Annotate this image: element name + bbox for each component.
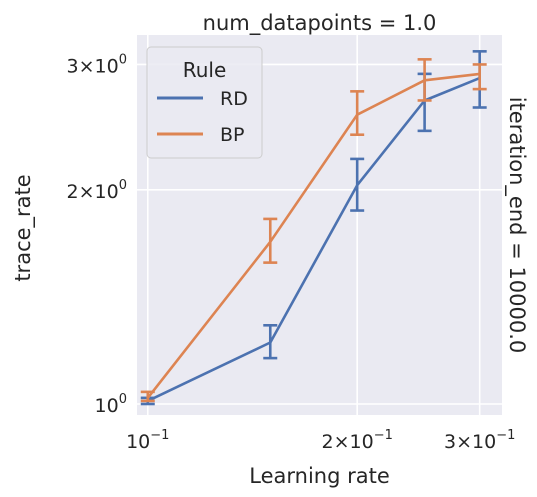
legend-title: Rule — [183, 58, 227, 82]
error-bar-bp — [472, 63, 487, 91]
error-bar-bp — [350, 90, 365, 137]
y-axis-label: trace_rate — [11, 174, 36, 281]
error-bar-bp — [140, 390, 155, 403]
error-bar-bp — [417, 58, 432, 102]
x-tick-labels: 10−1 2×10−1 3×10−1 — [126, 428, 515, 453]
legend: Rule RD BP — [146, 46, 263, 159]
y-tick-label: 3×100 — [67, 52, 127, 77]
legend-label-bp: BP — [220, 124, 245, 146]
error-bar-rd — [263, 323, 278, 360]
chart-title: num_datapoints = 1.0 — [203, 11, 437, 36]
y-tick-labels: 100 2×100 3×100 — [67, 52, 127, 417]
x-tick-label: 2×10−1 — [322, 428, 393, 453]
error-bar-rd — [350, 157, 365, 212]
legend-label-rd: RD — [220, 88, 248, 110]
x-tick-label: 3×10−1 — [444, 428, 515, 453]
error-bar-bp — [263, 217, 278, 264]
facet-label: iteration_end = 10000.0 — [504, 97, 529, 354]
x-tick-label: 10−1 — [126, 428, 169, 453]
y-tick-label: 100 — [95, 392, 127, 417]
y-tick-label: 2×100 — [67, 178, 127, 203]
legend-box — [146, 46, 263, 159]
series-layer — [140, 50, 487, 406]
x-axis-label: Learning rate — [249, 464, 390, 488]
